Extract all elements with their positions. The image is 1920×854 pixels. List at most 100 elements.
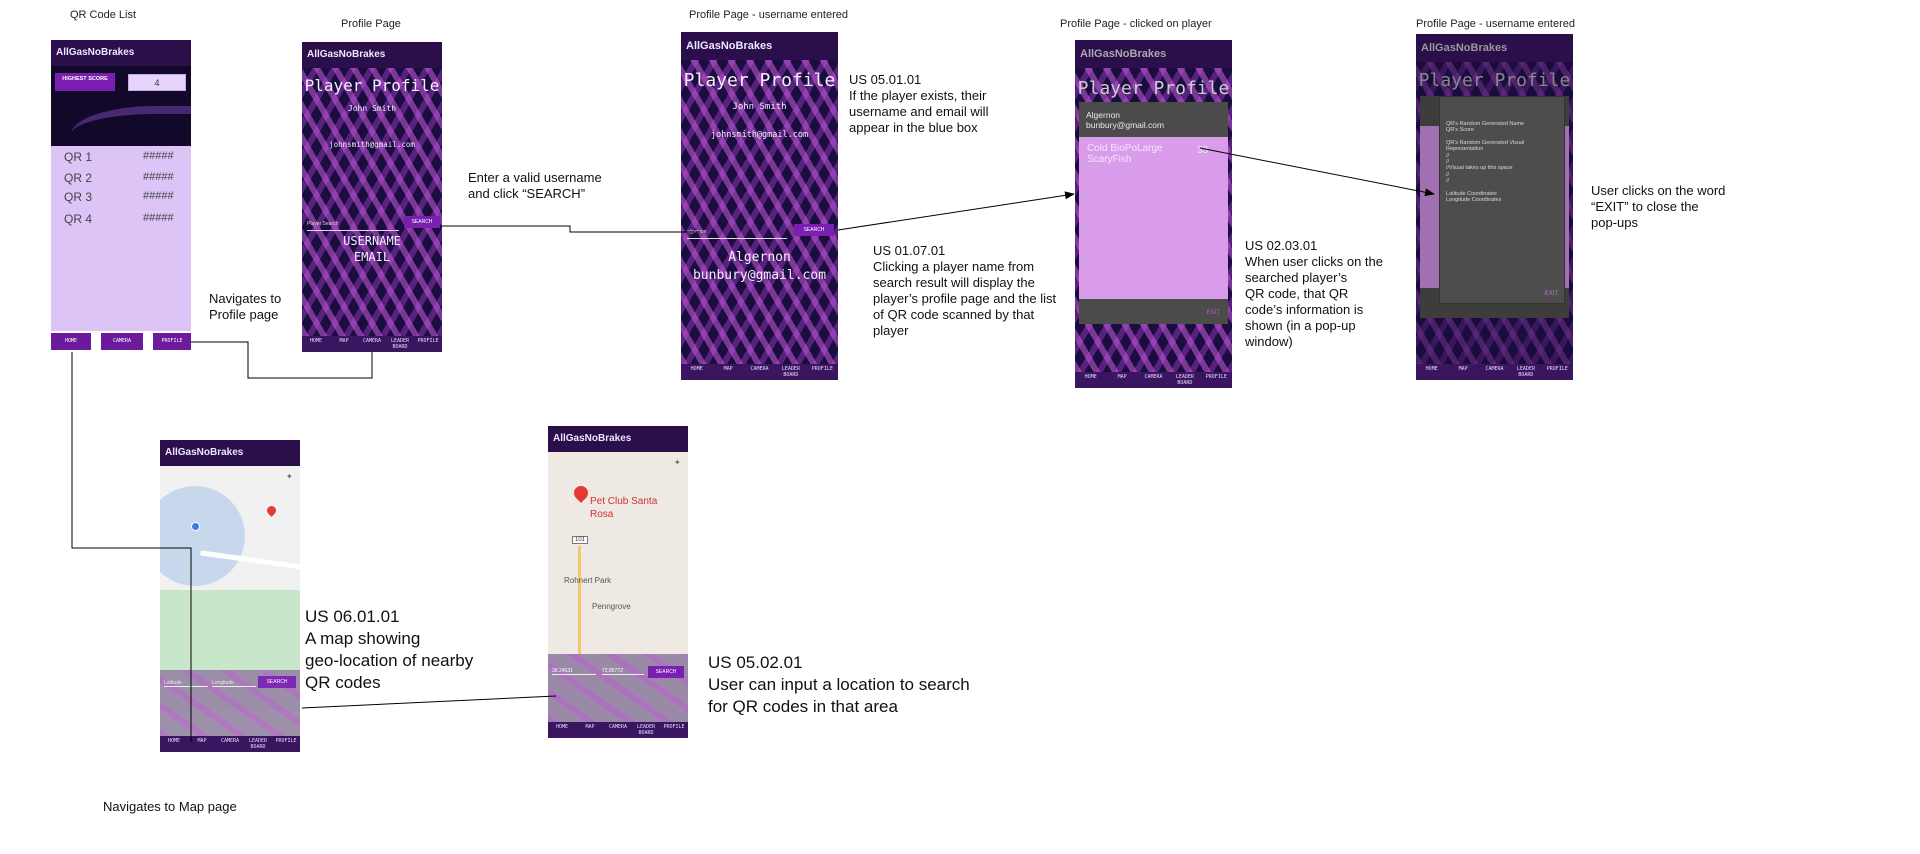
qr-detail-line: //	[1446, 152, 1450, 159]
nav-camera[interactable]: CAMERA	[1144, 374, 1163, 380]
bottom-nav: HOME MAP CAMERA LEADER BOARD PROFILE	[1416, 364, 1573, 380]
player-name: John Smith	[347, 104, 397, 113]
nav-map[interactable]: MAP	[1458, 366, 1468, 372]
player-name: John Smith	[732, 102, 787, 112]
qr-detail-line: //	[1446, 178, 1450, 185]
player-search-input[interactable]: Player Search	[307, 218, 399, 231]
nav-map[interactable]: MAP	[585, 724, 595, 730]
highest-score-value: 4	[128, 74, 186, 91]
compass-icon[interactable]: ✦	[286, 472, 293, 481]
list-item[interactable]: QR 3 #####	[64, 190, 184, 204]
search-button[interactable]: SEARCH	[794, 224, 834, 236]
qr-code-item[interactable]: Cold BioPoLarge ScaryFish 33	[1087, 143, 1227, 171]
compass-icon[interactable]: ✦	[674, 458, 681, 467]
search-button[interactable]: SEARCH	[404, 216, 440, 228]
map-screen: AllGasNoBrakes ✦ Latitude Longitude SEAR…	[160, 440, 300, 752]
nav-map[interactable]: MAP	[339, 338, 349, 344]
qr-score: #####	[143, 212, 174, 224]
qr-name: QR 1	[64, 150, 93, 164]
camera-button[interactable]: CAMERA	[101, 333, 143, 350]
exit-button[interactable]: EXIT	[1544, 291, 1558, 297]
highway-shield: 101	[572, 536, 589, 544]
annotation-navigates-map: Navigates to Map page	[103, 799, 237, 814]
nav-leaderboard[interactable]: LEADER BOARD	[390, 338, 410, 350]
nav-home[interactable]: HOME	[309, 338, 323, 344]
qr-score: #####	[143, 190, 174, 202]
annotation-enter-username: Enter a valid username and click “SEARCH…	[468, 170, 602, 201]
header-swoosh	[71, 106, 191, 154]
place-name-line2: Rosa	[590, 509, 614, 520]
bottom-nav: HOME MAP CAMERA LEADER BOARD PROFILE	[1075, 372, 1232, 388]
result-player-name[interactable]: Algernon	[728, 250, 791, 265]
nav-leaderboard[interactable]: LEADER BOARD	[1175, 374, 1194, 386]
qr-code-score: 33	[1197, 145, 1209, 156]
nav-camera[interactable]: CAMERA	[608, 724, 628, 730]
result-player-email[interactable]: bunbury@gmail.com	[692, 268, 827, 283]
list-item[interactable]: QR 4 #####	[64, 212, 184, 226]
profile-button[interactable]: PROFILE	[153, 333, 191, 350]
result-email[interactable]: EMAIL	[353, 250, 391, 264]
coordinate-panel: Latitude Longitude SEARCH	[160, 670, 300, 736]
app-title-bar: AllGasNoBrakes	[548, 426, 688, 452]
nav-profile[interactable]: PROFILE	[663, 724, 685, 730]
result-username[interactable]: USERNAME	[343, 234, 401, 248]
nav-leaderboard[interactable]: LEADER BOARD	[248, 738, 268, 750]
player-popup: Algernon bunbury@gmail.com Cold BioPoLar…	[1079, 102, 1228, 324]
list-item[interactable]: QR 1 #####	[64, 150, 184, 164]
nav-leaderboard[interactable]: LEADER BOARD	[1516, 366, 1535, 378]
annotation-us-02-03-01: US 02.03.01 When user clicks on the sear…	[1245, 238, 1384, 349]
nav-camera[interactable]: CAMERA	[220, 738, 240, 744]
nav-camera[interactable]: CAMERA	[750, 366, 769, 372]
exit-button[interactable]: EXIT	[1206, 310, 1220, 316]
connector-profile-to-entered	[442, 225, 700, 233]
qr-code-name-line1: Cold BioPoLarge	[1087, 143, 1163, 154]
qr-name: QR 4	[64, 212, 93, 226]
connector-clicked-to-popup	[1199, 147, 1435, 197]
nav-map[interactable]: MAP	[197, 738, 207, 744]
nav-home[interactable]: HOME	[555, 724, 569, 730]
connector-map-to-map-search	[301, 695, 557, 709]
annotation-us-06-01-01: US 06.01.01 A map showing geo-location o…	[305, 607, 474, 692]
nav-leaderboard[interactable]: LEADER BOARD	[636, 724, 656, 736]
search-button[interactable]: SEARCH	[648, 666, 684, 678]
longitude-input[interactable]: 72.85772	[602, 668, 644, 675]
home-button[interactable]: HOME	[51, 333, 91, 350]
nav-map[interactable]: MAP	[1117, 374, 1127, 380]
search-button[interactable]: SEARCH	[258, 676, 296, 688]
nav-camera[interactable]: CAMERA	[1485, 366, 1504, 372]
nav-profile[interactable]: PROFILE	[417, 338, 439, 344]
app-title-bar: AllGasNoBrakes	[302, 42, 442, 68]
nav-profile[interactable]: PROFILE	[275, 738, 297, 744]
nav-profile[interactable]: PROFILE	[1205, 374, 1227, 380]
app-title-bar: AllGasNoBrakes	[160, 440, 300, 466]
bottom-nav: HOME MAP CAMERA LEADER BOARD PROFILE	[548, 722, 688, 738]
nav-home[interactable]: HOME	[690, 366, 703, 372]
town-label-1: Rohnert Park	[564, 576, 612, 585]
nav-home[interactable]: HOME	[1084, 374, 1097, 380]
nav-home[interactable]: HOME	[167, 738, 181, 744]
highest-score-label: HIGHEST SCORE	[55, 73, 115, 91]
map-view[interactable]: ✦	[160, 466, 300, 710]
qr-detail-line: //Visual takes up this space	[1446, 165, 1513, 172]
connector-home-to-map	[71, 352, 192, 742]
annotation-us-05-01-01: US 05.01.01 If the player exists, their …	[849, 72, 989, 135]
nav-home[interactable]: HOME	[1425, 366, 1438, 372]
latitude-input[interactable]: Latitude	[164, 680, 208, 687]
nav-leaderboard[interactable]: LEADER BOARD	[781, 366, 800, 378]
list-item[interactable]: QR 2 #####	[64, 171, 184, 185]
latitude-input[interactable]: 38.24531	[552, 668, 596, 675]
nav-map[interactable]: MAP	[723, 366, 733, 372]
player-email: johnsmith@gmail.com	[710, 130, 809, 140]
profile-clicked-screen: AllGasNoBrakes Player Profile Algernon b…	[1075, 40, 1232, 388]
longitude-input[interactable]: Longitude	[212, 680, 256, 687]
app-title: AllGasNoBrakes	[686, 40, 773, 52]
app-title: AllGasNoBrakes	[1080, 48, 1167, 60]
road	[578, 546, 581, 696]
nav-profile[interactable]: PROFILE	[811, 366, 833, 372]
nav-camera[interactable]: CAMERA	[362, 338, 382, 344]
nav-profile[interactable]: PROFILE	[1546, 366, 1568, 372]
bottom-button-row: HOME CAMERA PROFILE	[51, 331, 191, 352]
app-title-bar: AllGasNoBrakes	[1075, 40, 1232, 68]
current-location-dot	[191, 522, 200, 531]
